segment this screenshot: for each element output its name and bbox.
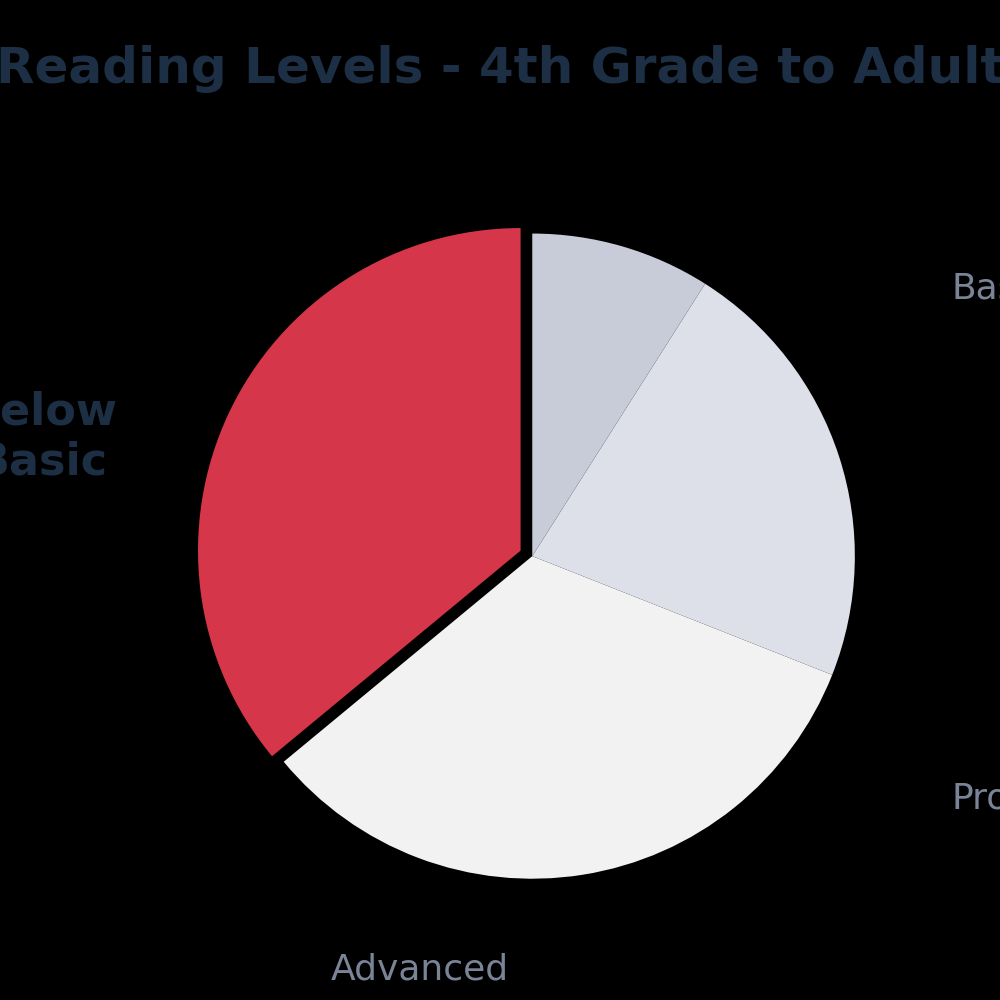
Wedge shape xyxy=(532,234,705,556)
Wedge shape xyxy=(284,556,832,879)
Text: Proficient: Proficient xyxy=(952,781,1000,815)
Text: Below
Basic: Below Basic xyxy=(0,390,117,483)
Text: Advanced: Advanced xyxy=(330,953,508,987)
Text: Reading Levels - 4th Grade to Adult: Reading Levels - 4th Grade to Adult xyxy=(0,45,1000,93)
Wedge shape xyxy=(198,228,521,756)
Text: Basic: Basic xyxy=(952,271,1000,305)
Wedge shape xyxy=(532,284,855,675)
